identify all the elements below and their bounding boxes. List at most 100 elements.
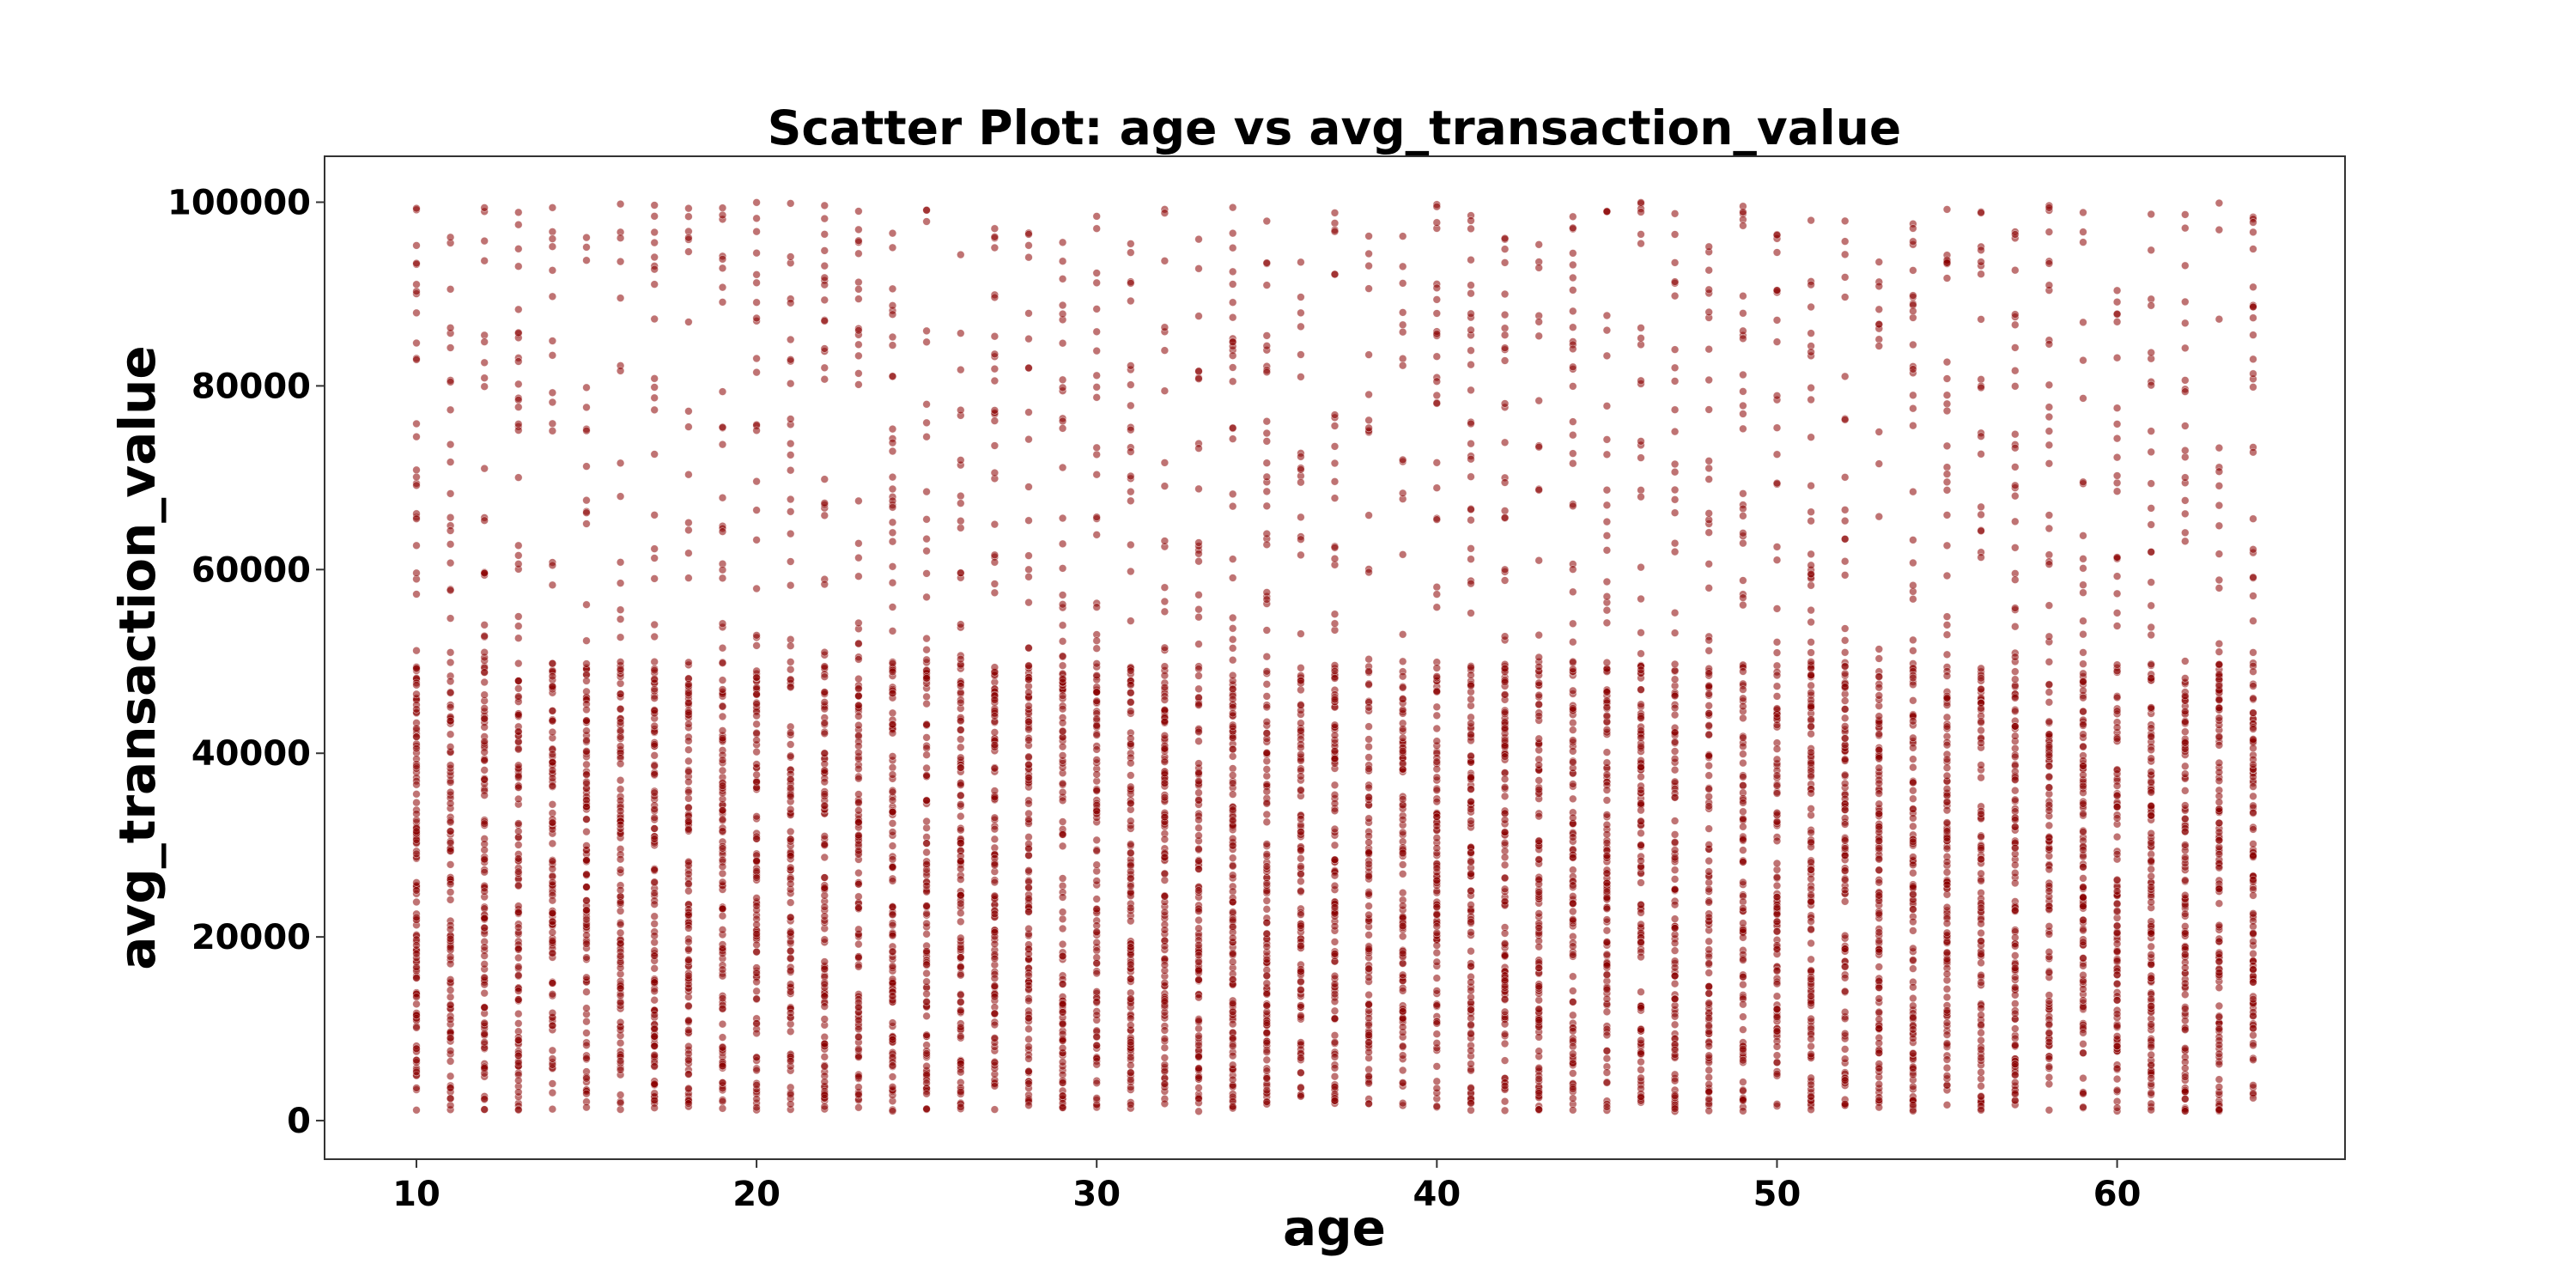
data-point bbox=[1364, 232, 1373, 240]
data-point bbox=[446, 1094, 455, 1103]
data-point bbox=[1058, 1019, 1067, 1029]
data-point bbox=[1637, 649, 1645, 658]
data-point bbox=[1058, 652, 1067, 660]
data-point bbox=[718, 264, 727, 272]
data-point bbox=[1637, 700, 1645, 708]
data-point bbox=[616, 1066, 625, 1074]
data-point bbox=[1637, 486, 1645, 495]
data-point bbox=[752, 1103, 761, 1112]
data-point bbox=[1704, 913, 1713, 921]
data-point bbox=[957, 890, 965, 900]
data-point bbox=[922, 515, 931, 524]
data-point bbox=[1160, 696, 1170, 704]
data-point bbox=[412, 744, 421, 753]
data-point bbox=[957, 682, 965, 690]
data-point bbox=[752, 929, 761, 939]
data-point bbox=[854, 868, 863, 878]
data-point bbox=[1024, 799, 1033, 808]
data-point bbox=[1330, 544, 1340, 552]
data-point bbox=[1330, 871, 1340, 880]
data-point bbox=[752, 228, 761, 236]
data-point bbox=[1602, 207, 1612, 216]
data-point bbox=[616, 257, 625, 266]
data-point bbox=[1569, 951, 1577, 959]
data-point bbox=[1262, 840, 1272, 848]
data-point bbox=[446, 1084, 455, 1092]
data-point bbox=[786, 658, 795, 666]
data-point bbox=[1704, 841, 1713, 849]
data-point bbox=[922, 960, 931, 969]
data-point bbox=[684, 924, 693, 933]
data-point bbox=[1330, 209, 1340, 217]
data-point bbox=[1467, 901, 1475, 909]
data-point bbox=[957, 811, 965, 821]
data-point bbox=[1569, 286, 1577, 295]
data-point bbox=[1534, 1033, 1543, 1042]
data-point bbox=[1262, 878, 1272, 888]
data-point bbox=[1670, 846, 1680, 854]
data-point bbox=[1500, 478, 1510, 487]
data-point bbox=[548, 908, 557, 918]
data-point bbox=[650, 1024, 659, 1034]
data-point bbox=[1058, 383, 1067, 392]
data-point bbox=[1670, 210, 1680, 218]
data-point bbox=[854, 639, 863, 648]
data-point bbox=[446, 658, 455, 667]
data-point bbox=[786, 1027, 795, 1036]
data-point bbox=[1024, 334, 1033, 343]
data-point bbox=[957, 899, 965, 908]
data-point bbox=[752, 584, 761, 593]
data-point bbox=[957, 568, 965, 578]
data-point bbox=[1330, 1031, 1340, 1040]
data-point bbox=[1262, 692, 1272, 701]
data-point bbox=[582, 747, 591, 756]
data-point bbox=[752, 711, 761, 720]
data-point bbox=[1127, 903, 1135, 913]
data-point bbox=[548, 204, 557, 212]
data-point bbox=[854, 963, 863, 971]
data-point bbox=[650, 632, 659, 641]
data-point bbox=[1262, 780, 1272, 789]
data-point bbox=[1637, 900, 1645, 909]
data-point bbox=[752, 536, 761, 544]
data-point bbox=[854, 340, 863, 349]
data-point bbox=[1058, 939, 1067, 949]
data-point bbox=[1500, 245, 1510, 253]
data-point bbox=[1739, 926, 1747, 934]
data-point bbox=[1704, 266, 1713, 275]
data-point bbox=[1228, 975, 1237, 984]
data-point bbox=[1297, 258, 1305, 266]
data-point bbox=[514, 396, 523, 404]
data-point bbox=[820, 749, 829, 758]
data-point bbox=[446, 540, 455, 549]
data-point bbox=[1092, 745, 1101, 754]
data-point bbox=[1058, 675, 1067, 683]
data-point bbox=[582, 716, 591, 725]
data-point bbox=[786, 966, 795, 975]
data-point bbox=[786, 529, 795, 538]
data-point bbox=[1704, 1013, 1713, 1023]
data-point bbox=[582, 495, 591, 505]
data-point bbox=[1262, 501, 1272, 510]
data-point bbox=[412, 465, 421, 474]
data-point bbox=[1637, 685, 1645, 694]
data-point bbox=[1297, 786, 1305, 794]
data-point bbox=[888, 947, 897, 956]
data-point bbox=[1262, 1029, 1272, 1037]
data-point bbox=[786, 557, 795, 566]
data-point bbox=[957, 917, 965, 927]
data-point bbox=[1262, 1001, 1272, 1010]
data-point bbox=[1704, 375, 1713, 385]
data-point bbox=[1024, 253, 1033, 262]
data-point bbox=[922, 1090, 931, 1098]
data-point bbox=[514, 923, 523, 932]
data-point bbox=[1024, 815, 1033, 824]
data-point bbox=[1670, 538, 1680, 548]
data-point bbox=[1398, 795, 1407, 804]
data-point bbox=[1432, 1062, 1442, 1071]
data-point bbox=[412, 1044, 421, 1053]
data-point bbox=[990, 349, 999, 359]
data-point bbox=[480, 723, 489, 732]
data-point bbox=[1569, 1011, 1577, 1020]
data-point bbox=[1398, 987, 1407, 995]
